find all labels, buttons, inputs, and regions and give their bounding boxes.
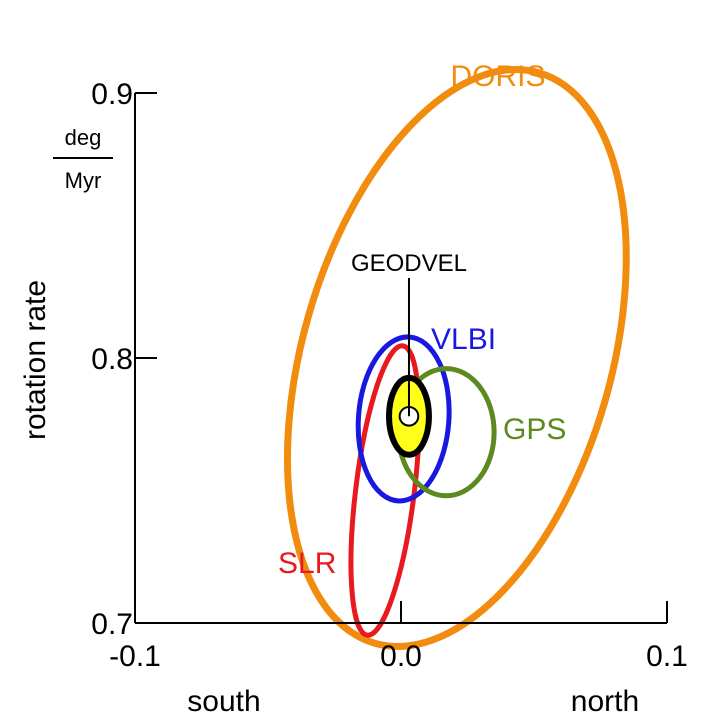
axes: [134, 93, 667, 624]
x-direction-south: south: [187, 685, 260, 718]
ticks: 0.7 0.8 0.9 -0.1 0.0 0.1: [91, 78, 688, 673]
doris-label: DORIS: [450, 60, 545, 93]
slr-label: SLR: [278, 547, 336, 580]
vlbi-label: VLBI: [431, 323, 496, 356]
y-tick-label: 0.7: [91, 608, 133, 641]
doris-ellipse: [283, 66, 630, 650]
x-tick-label: -0.1: [109, 640, 161, 673]
y-tick-label: 0.8: [91, 343, 133, 376]
y-axis-label: rotation rate: [19, 280, 52, 440]
slr-ellipse: [348, 343, 422, 638]
x-tick-label: 0.1: [646, 640, 688, 673]
labels: rotation rate deg Myr south north: [19, 125, 639, 718]
x-tick-label: 0.0: [380, 640, 422, 673]
geodvel-label: GEODVEL: [351, 250, 467, 277]
unit-denominator: Myr: [65, 168, 102, 193]
gps-label: GPS: [503, 413, 566, 446]
error-ellipses: DORIS SLR VLBI GPS: [278, 60, 630, 650]
geodvel-marker: GEODVEL: [351, 250, 467, 458]
x-direction-north: north: [571, 685, 639, 718]
y-tick-label: 0.9: [91, 78, 133, 111]
unit-numerator: deg: [65, 125, 102, 150]
